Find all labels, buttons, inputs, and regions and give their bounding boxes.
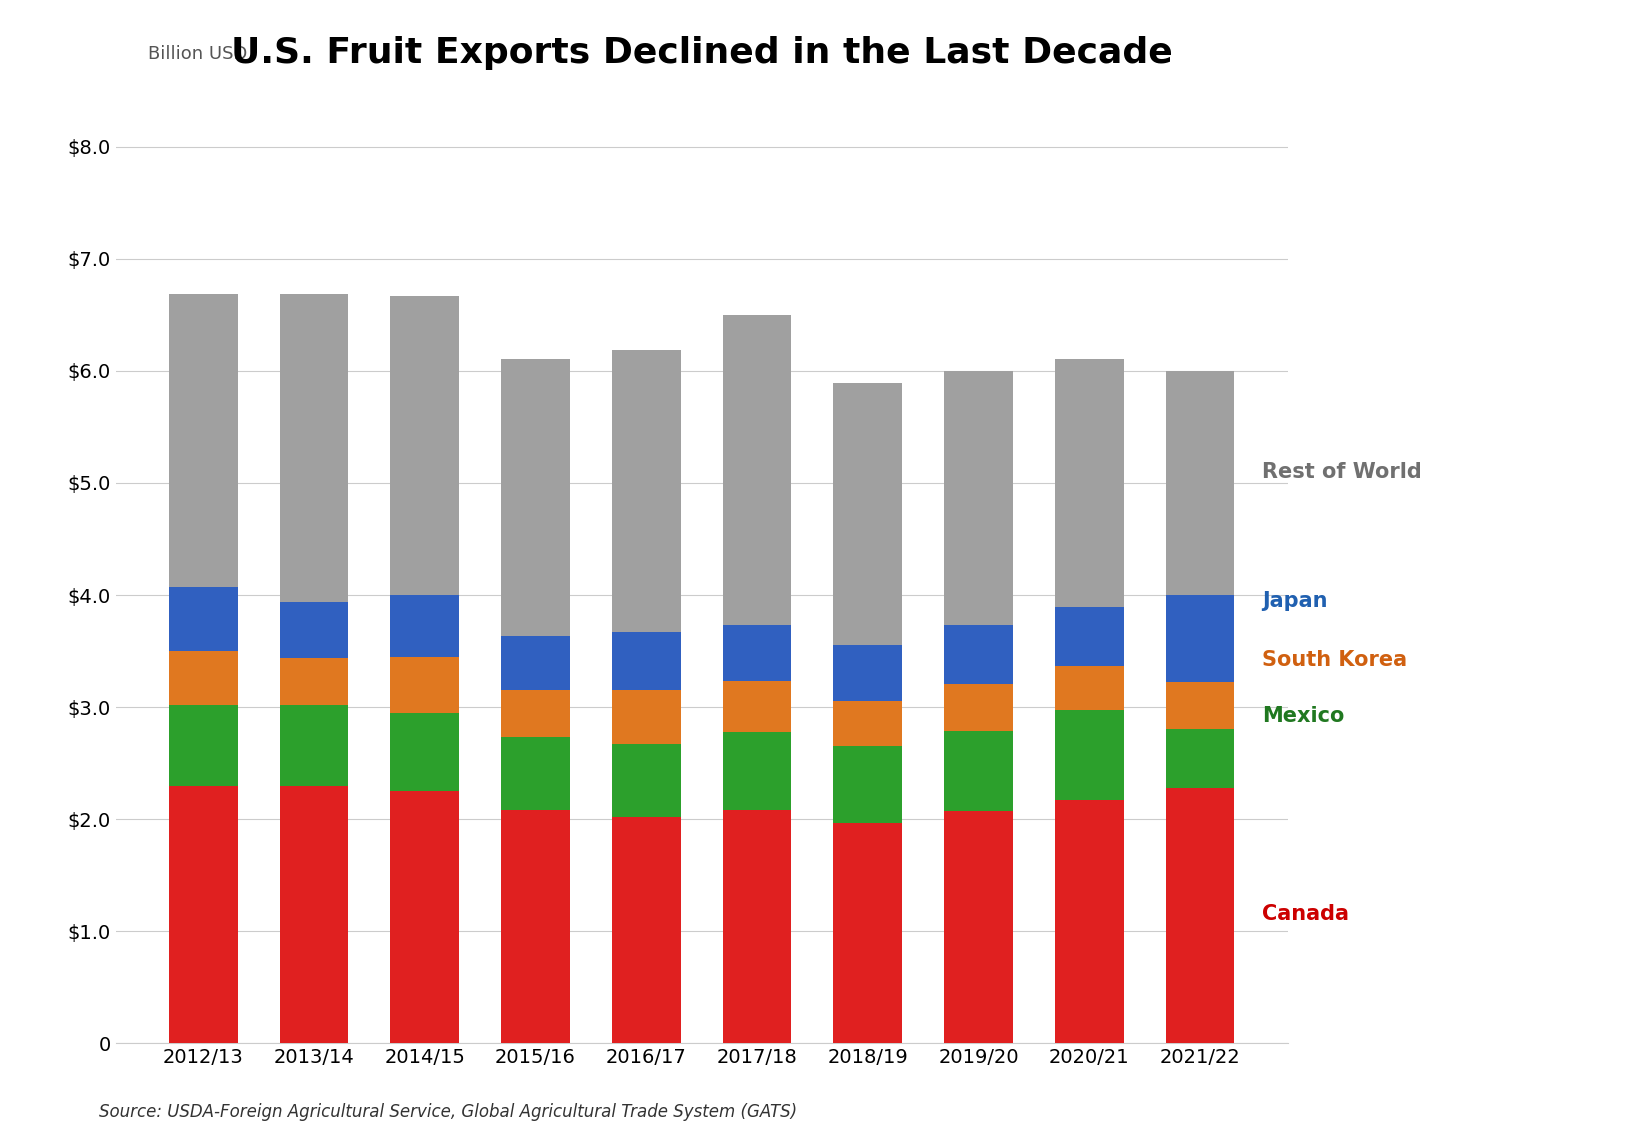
Bar <box>168 587 238 651</box>
Bar <box>1055 608 1124 666</box>
Bar <box>502 358 570 636</box>
Bar <box>502 737 570 810</box>
Bar <box>723 682 791 731</box>
Bar <box>1166 788 1235 1043</box>
Bar <box>834 702 901 746</box>
Text: Japan: Japan <box>1263 591 1327 610</box>
Bar <box>834 822 901 1043</box>
Bar <box>944 730 1014 811</box>
Bar <box>723 731 791 810</box>
Bar <box>834 645 901 702</box>
Bar <box>613 349 680 632</box>
Text: South Korea: South Korea <box>1263 650 1407 670</box>
Bar <box>944 684 1014 730</box>
Bar <box>502 636 570 691</box>
Bar <box>390 792 459 1043</box>
Bar <box>390 595 459 657</box>
Bar <box>279 705 348 786</box>
Bar <box>168 786 238 1043</box>
Bar <box>502 810 570 1043</box>
Bar <box>834 383 901 645</box>
Bar <box>723 625 791 682</box>
Text: Rest of World: Rest of World <box>1263 462 1422 482</box>
Bar <box>390 657 459 712</box>
Bar <box>613 816 680 1043</box>
Bar <box>168 294 238 587</box>
Bar <box>1166 595 1235 683</box>
Bar <box>390 296 459 595</box>
Bar <box>168 705 238 786</box>
Bar <box>279 602 348 658</box>
Bar <box>834 746 901 822</box>
Bar <box>502 691 570 737</box>
Bar <box>168 651 238 705</box>
Bar <box>1166 371 1235 595</box>
Bar <box>944 625 1014 684</box>
Bar <box>613 744 680 816</box>
Bar <box>723 315 791 625</box>
Text: Source: USDA-Foreign Agricultural Service, Global Agricultural Trade System (GAT: Source: USDA-Foreign Agricultural Servic… <box>99 1103 797 1122</box>
Bar <box>1055 358 1124 608</box>
Bar <box>613 691 680 744</box>
Bar <box>723 810 791 1043</box>
Title: U.S. Fruit Exports Declined in the Last Decade: U.S. Fruit Exports Declined in the Last … <box>231 36 1172 70</box>
Bar <box>1166 729 1235 788</box>
Bar <box>1055 801 1124 1043</box>
Bar <box>944 811 1014 1043</box>
Bar <box>1055 710 1124 801</box>
Bar <box>279 658 348 705</box>
Text: Canada: Canada <box>1263 905 1349 924</box>
Bar <box>279 294 348 602</box>
Bar <box>1166 683 1235 729</box>
Bar <box>1055 666 1124 710</box>
Text: Billion USD: Billion USD <box>149 44 248 62</box>
Bar <box>279 786 348 1043</box>
Bar <box>613 632 680 691</box>
Bar <box>944 371 1014 625</box>
Text: Mexico: Mexico <box>1263 706 1344 726</box>
Bar <box>390 712 459 792</box>
